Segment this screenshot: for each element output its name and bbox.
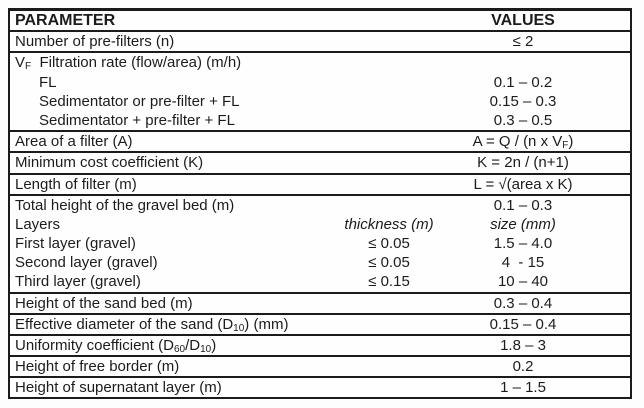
- section-prefilters: Number of pre-filters (n) ≤ 2: [10, 30, 630, 51]
- value: 1 – 1.5: [500, 379, 546, 397]
- table-row: Sedimentator or pre-filter + FL 0.15 – 0…: [10, 92, 630, 111]
- param-label: Height of supernatant layer (m): [15, 379, 222, 397]
- table-row: Effective diameter of the sand (D10) (mm…: [10, 315, 630, 334]
- value: A = Q / (n x VF): [472, 133, 574, 152]
- table-row: Uniformity coefficient (D60/D10) 1.8 – 3: [10, 336, 630, 355]
- value: 0.3 – 0.5: [493, 111, 553, 129]
- param-label: Height of free border (m): [15, 358, 180, 376]
- table-row: Minimum cost coefficient (K) K = 2n / (n…: [10, 153, 630, 172]
- value: ≤ 2: [512, 33, 534, 51]
- param-label: Effective diameter of the sand (D10) (mm…: [15, 315, 289, 334]
- param-label: Area of a filter (A): [15, 133, 133, 151]
- section-uniformity: Uniformity coefficient (D60/D10) 1.8 – 3: [10, 334, 630, 355]
- table-row: Height of free border (m) 0.2: [10, 357, 630, 376]
- table-row: Second layer (gravel) ≤ 0.05 4 - 15: [10, 253, 630, 272]
- table-row: Third layer (gravel) ≤ 0.15 10 – 40: [10, 272, 630, 291]
- param-label: Total height of the gravel bed (m): [15, 196, 235, 214]
- thickness-value: ≤ 0.05: [368, 254, 410, 272]
- value: 0.15 – 0.3: [489, 92, 557, 110]
- param-label: Third layer (gravel): [15, 273, 141, 291]
- mid-column-heading: thickness (m): [344, 215, 434, 233]
- param-label: First layer (gravel): [15, 235, 136, 253]
- table-row: FL 0.1 – 0.2: [10, 73, 630, 92]
- section-filter-length: Length of filter (m) L = √(area x K): [10, 172, 630, 194]
- table-header-section: PARAMETER VALUES: [10, 11, 630, 30]
- param-label: FL: [39, 73, 57, 91]
- value: L = √(area x K): [473, 175, 573, 193]
- section-free-border: Height of free border (m) 0.2: [10, 355, 630, 376]
- header-values: VALUES: [491, 12, 555, 29]
- param-label: Length of filter (m): [15, 175, 137, 193]
- param-label: Uniformity coefficient (D60/D10): [15, 337, 217, 355]
- value: 1.5 – 4.0: [493, 235, 553, 253]
- value: 0.1 – 0.2: [493, 73, 553, 91]
- table-row: Height of supernatant layer (m) 1 – 1.5: [10, 378, 630, 397]
- param-label: Sedimentator + pre-filter + FL: [39, 111, 235, 129]
- thickness-value: ≤ 0.05: [368, 235, 410, 253]
- param-label: Layers: [15, 215, 61, 233]
- table-row: First layer (gravel) ≤ 0.05 1.5 – 4.0: [10, 234, 630, 253]
- param-label: Second layer (gravel): [15, 254, 158, 272]
- parameters-table: PARAMETER VALUES Number of pre-filters (…: [8, 8, 632, 399]
- header-row: PARAMETER VALUES: [10, 11, 630, 30]
- param-label: Number of pre-filters (n): [15, 33, 175, 51]
- value: 1.8 – 3: [500, 337, 546, 354]
- param-label: Minimum cost coefficient (K): [15, 154, 204, 172]
- table-row: Total height of the gravel bed (m) 0.1 –…: [10, 196, 630, 215]
- section-sand-bed: Height of the sand bed (m) 0.3 – 0.4: [10, 291, 630, 313]
- value: 0.3 – 0.4: [493, 294, 553, 312]
- section-gravel-bed: Total height of the gravel bed (m) 0.1 –…: [10, 193, 630, 292]
- table-row: Area of a filter (A) A = Q / (n x VF): [10, 132, 630, 151]
- param-label: Sedimentator or pre-filter + FL: [39, 92, 240, 110]
- value-column-heading: size (mm): [490, 215, 556, 233]
- param-label: Height of the sand bed (m): [15, 294, 193, 312]
- section-supernatant: Height of supernatant layer (m) 1 – 1.5: [10, 376, 630, 397]
- table-row: Height of the sand bed (m) 0.3 – 0.4: [10, 294, 630, 313]
- table-row: Sedimentator + pre-filter + FL 0.3 – 0.5: [10, 111, 630, 130]
- value: 0.2: [512, 358, 534, 376]
- section-effective-diameter: Effective diameter of the sand (D10) (mm…: [10, 312, 630, 334]
- header-parameter: PARAMETER: [15, 12, 116, 29]
- table-row: Layers thickness (m) size (mm): [10, 215, 630, 234]
- section-filter-area: Area of a filter (A) A = Q / (n x VF): [10, 130, 630, 151]
- param-label: VF Filtration rate (flow/area) (m/h): [15, 54, 242, 73]
- value: 0.1 – 0.3: [493, 196, 553, 214]
- section-filtration-rate: VF Filtration rate (flow/area) (m/h) FL …: [10, 51, 630, 130]
- section-cost-coefficient: Minimum cost coefficient (K) K = 2n / (n…: [10, 151, 630, 172]
- table-row: Number of pre-filters (n) ≤ 2: [10, 32, 630, 51]
- table-row: VF Filtration rate (flow/area) (m/h): [10, 53, 630, 72]
- value: 0.15 – 0.4: [489, 315, 557, 333]
- value: 4 - 15: [501, 254, 545, 272]
- value: 10 – 40: [497, 273, 549, 291]
- thickness-value: ≤ 0.15: [368, 273, 410, 291]
- table-row: Length of filter (m) L = √(area x K): [10, 175, 630, 194]
- value: K = 2n / (n+1): [477, 154, 569, 172]
